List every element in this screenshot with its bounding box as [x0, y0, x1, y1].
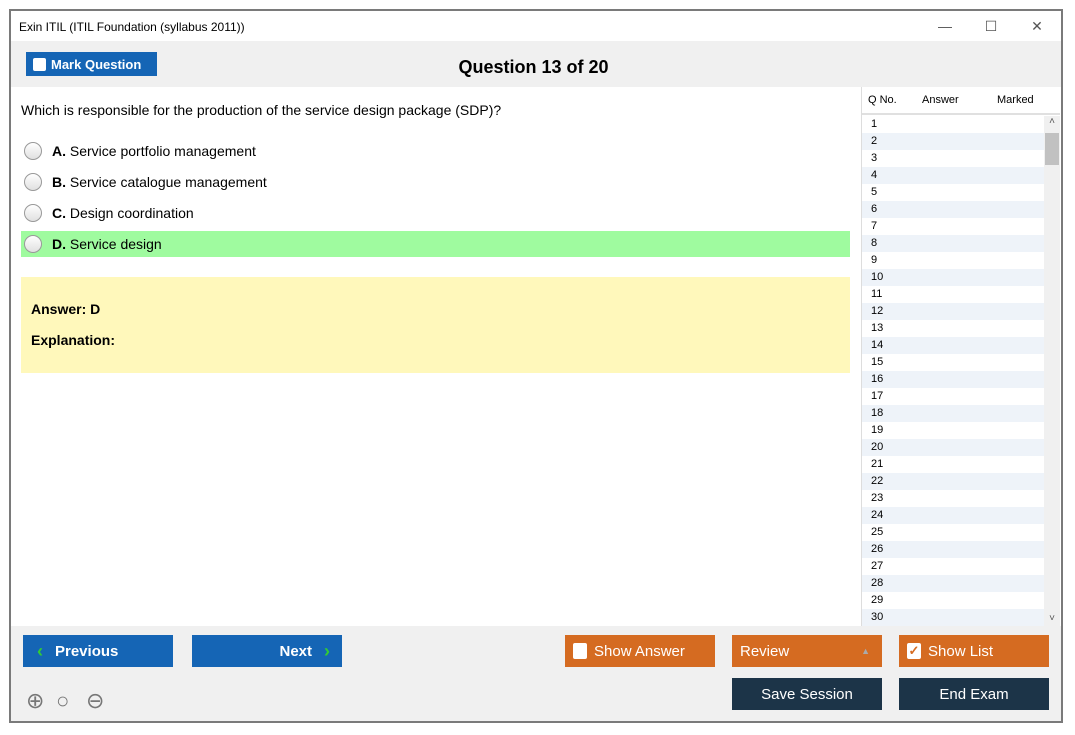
- list-row[interactable]: 26: [862, 541, 1045, 558]
- list-row[interactable]: 22: [862, 473, 1045, 490]
- show-answer-button[interactable]: Show Answer: [565, 635, 715, 667]
- list-row[interactable]: 19: [871, 424, 884, 436]
- list-row[interactable]: 17: [871, 390, 884, 402]
- list-row[interactable]: 13: [871, 322, 884, 334]
- radio-button[interactable]: [24, 235, 42, 253]
- list-row[interactable]: 10: [862, 269, 1045, 286]
- option-letter: B.: [52, 174, 66, 190]
- option-text: Service portfolio management: [69, 143, 256, 159]
- option-letter: C.: [52, 205, 66, 221]
- list-row[interactable]: 28: [862, 575, 1045, 592]
- zoom-reset-icon[interactable]: ○: [56, 688, 70, 713]
- mark-question-button[interactable]: Mark Question: [26, 52, 157, 76]
- caret-up-icon: ▲: [861, 646, 870, 656]
- scroll-down-icon[interactable]: ˅: [1049, 613, 1055, 624]
- scroll-up-icon[interactable]: ˄: [1049, 116, 1055, 127]
- radio-button[interactable]: [24, 142, 42, 160]
- option-b[interactable]: B. Service catalogue management: [21, 169, 850, 195]
- show-list-label: Show List: [928, 642, 994, 660]
- previous-button[interactable]: ‹ Previous: [23, 635, 173, 667]
- list-row[interactable]: 5: [871, 186, 878, 198]
- explanation-label: Explanation:: [31, 332, 116, 348]
- list-row[interactable]: 15: [871, 356, 884, 368]
- option-text: Service catalogue management: [69, 174, 267, 190]
- option-c[interactable]: C. Design coordination: [21, 200, 850, 226]
- list-header: Q No. Answer Marked: [862, 87, 1060, 115]
- answer-box: Answer: D Explanation:: [21, 277, 850, 373]
- list-row[interactable]: 27: [871, 560, 884, 572]
- end-exam-button[interactable]: End Exam: [899, 678, 1049, 710]
- maximize-button[interactable]: ☐: [984, 18, 998, 34]
- list-row[interactable]: 23: [871, 492, 884, 504]
- window-title: Exin ITIL (ITIL Foundation (syllabus 201…: [19, 20, 245, 34]
- checkmark-icon: ✓: [907, 643, 921, 659]
- list-row[interactable]: 18: [862, 405, 1045, 422]
- option-letter: D.: [52, 236, 66, 252]
- option-letter: A.: [52, 143, 66, 159]
- list-row[interactable]: 24: [862, 507, 1045, 524]
- radio-button[interactable]: [24, 204, 42, 222]
- minimize-button[interactable]: —: [938, 18, 952, 34]
- question-counter: Question 13 of 20: [458, 57, 609, 77]
- option-d[interactable]: D. Service design: [21, 231, 850, 257]
- list-row[interactable]: 7: [871, 220, 878, 232]
- chevron-right-icon: ›: [324, 640, 330, 661]
- scrollbar[interactable]: ˄ ˅: [1044, 116, 1060, 626]
- list-row[interactable]: 29: [871, 594, 884, 606]
- next-button[interactable]: Next ›: [192, 635, 342, 667]
- review-dropdown[interactable]: Review ▲: [732, 635, 882, 667]
- scrollbar-thumb[interactable]: [1045, 133, 1059, 165]
- list-row[interactable]: 11: [871, 288, 883, 300]
- chevron-left-icon: ‹: [37, 640, 43, 661]
- review-label: Review: [740, 642, 790, 660]
- option-text: Design coordination: [69, 205, 194, 221]
- close-button[interactable]: ✕: [1031, 18, 1043, 34]
- header-answer[interactable]: Answer: [922, 94, 959, 106]
- list-row[interactable]: 21: [871, 458, 884, 470]
- list-row[interactable]: 12: [862, 303, 1045, 320]
- save-session-button[interactable]: Save Session: [732, 678, 882, 710]
- app-window: Exin ITIL (ITIL Foundation (syllabus 201…: [9, 9, 1063, 723]
- zoom-in-icon[interactable]: ⊕: [26, 688, 45, 713]
- answer-label: Answer: D: [31, 301, 101, 317]
- list-row[interactable]: 9: [871, 254, 878, 266]
- list-row[interactable]: 20: [862, 439, 1045, 456]
- header-qno[interactable]: Q No.: [868, 94, 897, 106]
- show-list-button[interactable]: ✓ Show List: [899, 635, 1049, 667]
- checkbox-icon: [573, 643, 587, 659]
- list-row[interactable]: 4: [862, 167, 1045, 184]
- list-row[interactable]: 25: [871, 526, 884, 538]
- zoom-out-icon[interactable]: ⊖: [86, 688, 105, 713]
- question-text: Which is responsible for the production …: [21, 102, 502, 118]
- list-row[interactable]: 30: [862, 609, 1045, 626]
- list-row[interactable]: 8: [862, 235, 1045, 252]
- toolbar: Mark Question Question 13 of 20: [11, 41, 1061, 87]
- radio-button[interactable]: [24, 173, 42, 191]
- option-text: Service design: [69, 236, 162, 252]
- question-area: Which is responsible for the production …: [11, 87, 861, 626]
- checkbox-icon: [33, 57, 46, 71]
- mark-question-label: Mark Question: [51, 56, 142, 72]
- header-marked[interactable]: Marked: [997, 94, 1034, 106]
- list-row[interactable]: 16: [862, 371, 1045, 388]
- previous-label: Previous: [55, 642, 119, 660]
- title-bar: Exin ITIL (ITIL Foundation (syllabus 201…: [11, 11, 1061, 41]
- option-a[interactable]: A. Service portfolio management: [21, 138, 850, 164]
- list-row[interactable]: 1: [871, 118, 878, 130]
- list-row[interactable]: 3: [871, 152, 878, 164]
- list-row[interactable]: 2: [862, 133, 1045, 150]
- list-row[interactable]: 6: [862, 201, 1045, 218]
- show-answer-label: Show Answer: [594, 642, 685, 660]
- footer: ‹ Previous Next › Show Answer Review ▲ ✓ Sho…: [11, 626, 1061, 721]
- next-label: Next: [279, 642, 312, 660]
- list-row[interactable]: 14: [862, 337, 1045, 354]
- question-list-panel: Q No. Answer Marked 1 2 3 4 5 6 7 8 9 10 11 12 13 14 1…: [861, 87, 1060, 626]
